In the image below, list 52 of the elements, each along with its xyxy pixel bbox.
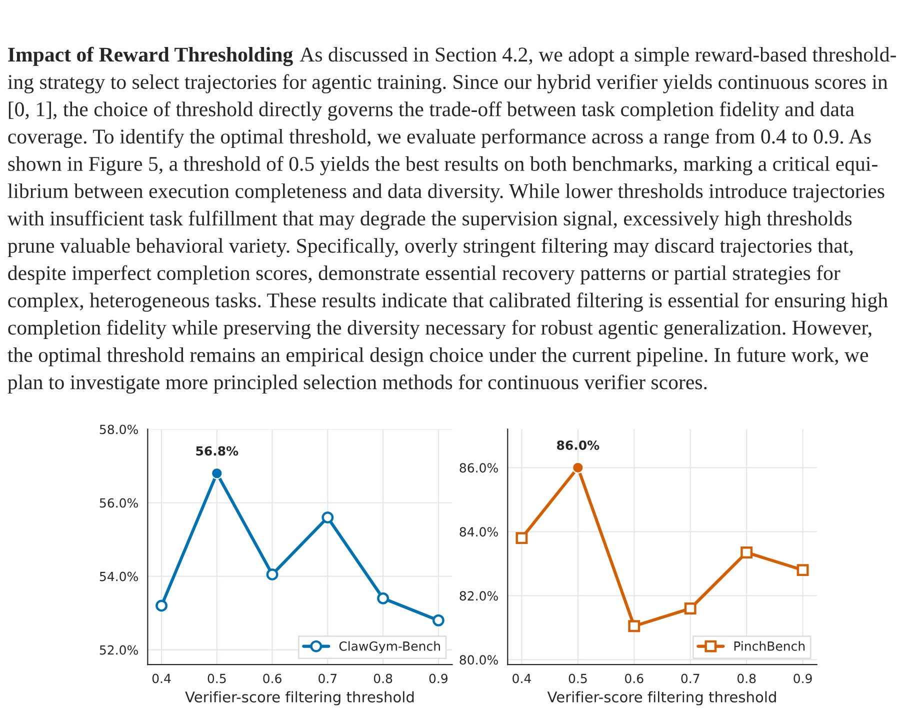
text: Impact of Reward Thresholding — [8, 46, 293, 66]
data-label: 56.8% — [196, 446, 238, 456]
y-tick-label: 84.0% — [460, 527, 498, 537]
text: prune valuable behavioral variety. Specifically, overly stringent filtering may discard trajectories that, — [8, 238, 853, 258]
text: complex, heterogeneous tasks. These results indicate that calibrated filtering is essential for ensuring high — [8, 292, 888, 312]
legend-label: ClawGym-Bench — [339, 641, 440, 654]
point — [628, 620, 640, 632]
text: completion fidelity while preserving the diversity necessary for robust agentic generalization. However, — [8, 320, 872, 340]
point — [377, 592, 390, 604]
point — [684, 602, 696, 614]
text: shown in Figure 5, a threshold of 0.5 yields the best results on both benchmarks, marking a critical equi- — [8, 156, 878, 176]
point — [322, 511, 334, 524]
text: [0, 1], the choice of threshold directly governs the trade-off between task completion fidelity and data — [8, 101, 854, 121]
y-tick-label: 52.0% — [100, 645, 138, 655]
x-tick-label: 0.8 — [374, 674, 392, 684]
x-tick-label: 0.6 — [625, 674, 644, 684]
text: plan to investigate more principled selection methods for continuous verifier scores. — [8, 374, 707, 394]
point — [516, 532, 528, 544]
text: with insufficient task fulfillment that may degrade the supervision signal, excessively high thresholds — [7, 210, 852, 230]
data-label: 86.0% — [557, 440, 600, 450]
text: librium between execution completeness and data diversity. While lower thresholds introduce trajectories — [8, 183, 884, 202]
text: ing strategy to select trajectories for agentic training. Since our hybrid verifier yields continuous scores in — [8, 74, 888, 94]
point — [156, 600, 168, 612]
y-tick-label: 82.0% — [460, 591, 498, 601]
legend-label: PinchBench — [734, 641, 805, 651]
x-tick-label: 0.4 — [152, 674, 171, 684]
text: the optimal threshold remains an empirical design choice under the current pipeline. In future work, we — [8, 347, 868, 366]
y-tick-label: 58.0% — [100, 424, 138, 434]
point — [432, 614, 444, 626]
point — [210, 467, 223, 480]
x-tick-label: 0.6 — [263, 674, 282, 684]
y-tick-label: 54.0% — [100, 572, 138, 582]
x-tick-label: 0.8 — [737, 674, 756, 684]
text: coverage. To identify the optimal threshold, we evaluate performance across a range from 0.4 to 0.9. As — [8, 128, 871, 148]
text: As discussed in Section 4.2, we adopt a simple reward-based threshold- — [300, 46, 896, 66]
x-axis-title: Verifier-score filtering threshold — [185, 691, 414, 706]
y-tick-label: 86.0% — [460, 463, 498, 473]
y-tick-label: 56.0% — [100, 498, 138, 508]
x-tick-label: 0.9 — [794, 674, 812, 684]
point — [572, 462, 584, 474]
x-tick-label: 0.5 — [568, 674, 587, 684]
x-tick-label: 0.5 — [208, 674, 226, 684]
x-tick-label: 0.7 — [681, 674, 700, 684]
x-axis-title: Verifier-score filtering threshold — [547, 691, 776, 706]
y-tick-label: 80.0% — [460, 655, 498, 665]
x-tick-label: 0.4 — [512, 674, 531, 684]
point — [266, 568, 278, 580]
point — [796, 564, 809, 576]
point — [740, 546, 753, 558]
x-tick-label: 0.9 — [429, 674, 448, 684]
text: despite imperfect completion scores, demonstrate essential recovery patterns or partial strategies for — [8, 265, 840, 284]
x-tick-label: 0.7 — [318, 674, 337, 684]
